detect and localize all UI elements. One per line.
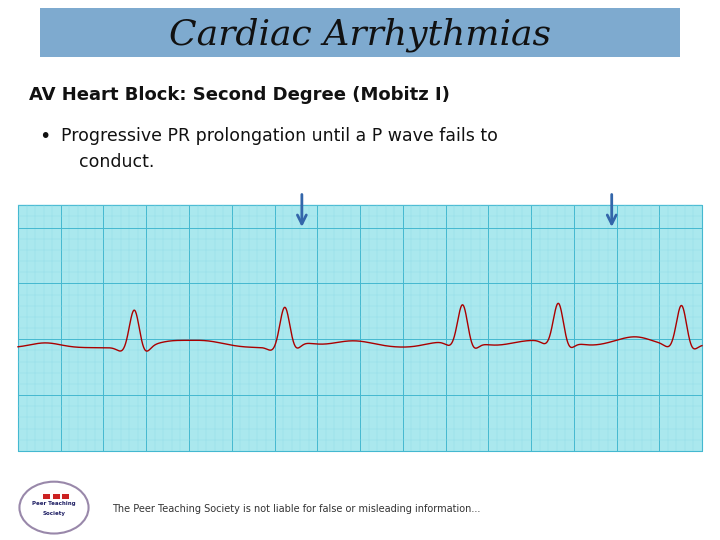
Text: AV Heart Block: Second Degree (Mobitz I): AV Heart Block: Second Degree (Mobitz I) [29,85,450,104]
Bar [43,494,50,498]
Circle shape [19,482,89,534]
Text: Progressive PR prolongation until a P wave fails to: Progressive PR prolongation until a P wa… [61,127,498,145]
Text: Peer Teaching: Peer Teaching [32,501,76,506]
Bar [40,8,680,57]
Text: Society: Society [42,510,66,516]
Bar [18,205,702,451]
Text: The Peer Teaching Society is not liable for false or misleading information...: The Peer Teaching Society is not liable … [112,504,480,514]
Text: Cardiac Arrhythmias: Cardiac Arrhythmias [169,18,551,52]
Bar [62,494,69,498]
Text: •: • [40,126,51,146]
Text: conduct.: conduct. [79,153,155,171]
Bar [53,494,60,498]
